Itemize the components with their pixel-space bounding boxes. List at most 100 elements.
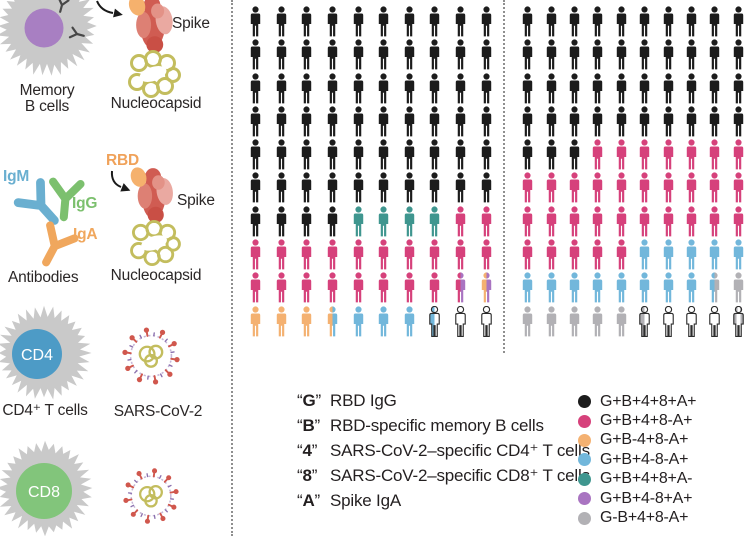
person-icon xyxy=(546,139,556,170)
person-icon xyxy=(546,39,556,70)
person-icon xyxy=(522,306,533,337)
person-icon xyxy=(455,106,466,137)
person-icon xyxy=(251,206,261,237)
person-icon xyxy=(569,39,580,70)
cd4-t-cell-icon: CD4 xyxy=(0,305,92,400)
person-icon xyxy=(569,6,580,37)
person-icon xyxy=(686,172,697,203)
person-icon xyxy=(522,106,533,137)
person-icon xyxy=(455,239,466,270)
person-icon xyxy=(353,106,363,137)
person-icon xyxy=(546,6,556,37)
key-legend-item: “A” Spike IgA xyxy=(297,491,401,510)
person-icon xyxy=(710,73,720,104)
person-icon xyxy=(276,139,287,170)
legend-dot xyxy=(578,492,591,506)
person-icon xyxy=(522,206,533,237)
nucleocapsid-icon xyxy=(128,50,181,98)
person-icon xyxy=(546,306,556,337)
igm-label: IgM xyxy=(3,168,30,185)
person-icon xyxy=(302,73,312,104)
person-icon xyxy=(404,39,415,70)
person-icon xyxy=(733,272,744,303)
person-icon xyxy=(251,172,261,203)
person-icon xyxy=(379,73,389,104)
person-icon xyxy=(663,206,673,237)
person-icon xyxy=(404,239,415,270)
person-icon xyxy=(251,73,261,104)
antibodies-icon xyxy=(13,177,85,267)
person-icon xyxy=(616,172,627,203)
person-icon xyxy=(593,6,603,37)
person-icon xyxy=(379,6,389,37)
person-icon xyxy=(404,206,415,237)
person-icon xyxy=(276,206,287,237)
person-icon xyxy=(569,139,580,170)
color-legend-item: G-B+4+8-A+ xyxy=(578,508,696,527)
cd8-t-cell-icon: CD8 xyxy=(0,440,93,536)
person-icon xyxy=(327,239,338,270)
person-icon xyxy=(251,306,261,337)
legend-dot xyxy=(578,395,591,409)
person-icon xyxy=(616,6,627,37)
rbd-arrow-icon xyxy=(110,170,131,192)
person-icon xyxy=(353,272,363,303)
person-icon xyxy=(616,206,627,237)
person-icon xyxy=(430,206,440,237)
person-icon xyxy=(302,39,312,70)
person-icon xyxy=(302,272,312,303)
person-icon xyxy=(733,172,744,203)
person-icon xyxy=(481,106,491,137)
person-icon xyxy=(404,6,415,37)
cd4-t-cells-label: CD4⁺ T cells xyxy=(2,402,88,419)
person-icon xyxy=(481,139,491,170)
person-icon xyxy=(546,206,556,237)
person-icon xyxy=(379,172,389,203)
antibodies-label: Antibodies xyxy=(8,269,79,286)
color-legend-item: G+B+4+8+A- xyxy=(578,470,696,489)
person-icon xyxy=(546,73,556,104)
spike-top-label: Spike xyxy=(172,15,210,32)
memory-b-cells-label: Memory B cells xyxy=(19,82,75,115)
person-icon xyxy=(353,306,363,337)
key-legend-item: “8” SARS-CoV-2–specific CD8⁺ T cells xyxy=(297,466,590,485)
person-icon xyxy=(569,272,580,303)
person-icon xyxy=(430,272,440,303)
person-icon xyxy=(327,306,338,337)
person-icon xyxy=(686,272,697,303)
person-icon xyxy=(353,172,363,203)
person-icon xyxy=(569,206,580,237)
person-icon xyxy=(733,6,744,37)
antibody-marks-icon xyxy=(57,0,85,39)
person-icon xyxy=(455,6,466,37)
person-icon xyxy=(251,6,261,37)
cd8-badge: CD8 xyxy=(28,484,60,501)
person-icon xyxy=(276,272,287,303)
person-icon xyxy=(662,305,674,337)
waffle-grid-right xyxy=(516,6,750,339)
person-icon xyxy=(639,39,650,70)
person-icon xyxy=(569,306,580,337)
person-icon xyxy=(481,272,491,303)
color-legend: G+B+4+8+A+ G+B+4+8-A+ G+B-4+8-A+ G+B+4-8-A+… xyxy=(578,392,697,528)
person-icon xyxy=(430,239,440,270)
person-icon xyxy=(710,239,720,270)
person-icon xyxy=(732,305,744,337)
person-icon xyxy=(276,106,287,137)
dotted-divider xyxy=(231,0,233,536)
person-icon xyxy=(616,306,627,337)
person-icon xyxy=(593,306,603,337)
color-legend-item: G+B+4+8+A+ xyxy=(578,392,697,411)
rbd-label: RBD xyxy=(106,152,139,169)
person-icon xyxy=(686,206,697,237)
person-icon xyxy=(663,6,673,37)
person-icon xyxy=(404,272,415,303)
person-icon xyxy=(546,272,556,303)
person-icon xyxy=(663,239,673,270)
spike-protein-icon xyxy=(130,167,173,223)
waffle-grid-left xyxy=(243,6,499,339)
person-icon xyxy=(251,139,261,170)
person-icon xyxy=(480,305,492,337)
key-legend-item: “G” RBD IgG xyxy=(297,391,397,410)
